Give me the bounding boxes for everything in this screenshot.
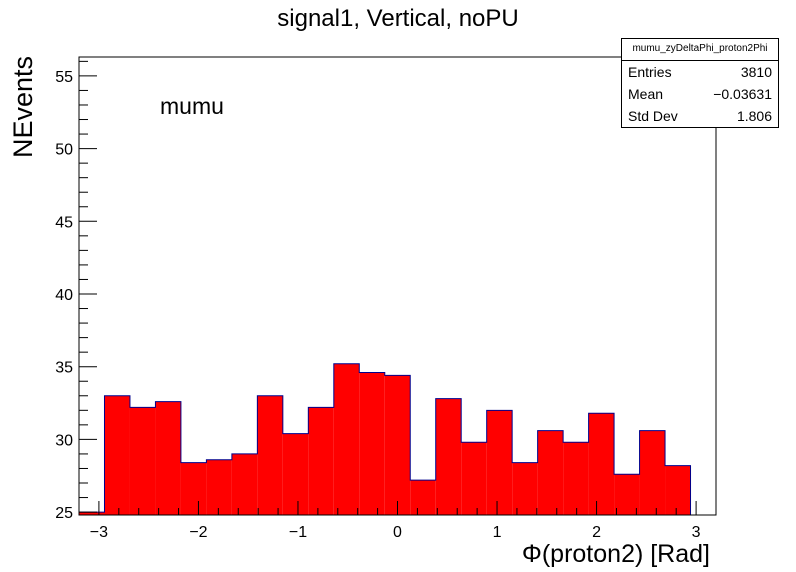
- histogram-bar: [614, 474, 640, 515]
- stats-histogram-name: mumu_zyDeltaPhi_proton2Phi: [622, 39, 778, 61]
- y-tick-label: 30: [55, 432, 73, 449]
- histogram-bar: [155, 401, 181, 515]
- histogram-bar: [231, 453, 258, 515]
- histogram-bar: [588, 413, 615, 515]
- histogram-bar: [512, 462, 538, 515]
- histogram-bar: [206, 459, 232, 515]
- histogram-bar: [359, 372, 385, 515]
- x-tick-label: −1: [289, 524, 307, 541]
- histogram-bar: [486, 410, 513, 515]
- y-tick-label: 25: [55, 505, 73, 522]
- chart-title: signal1, Vertical, noPU: [277, 5, 519, 32]
- histogram-bar: [308, 407, 334, 515]
- histogram-bar: [180, 462, 207, 515]
- y-tick-label: 45: [55, 214, 73, 231]
- histogram-bar: [104, 395, 130, 515]
- histogram-bar: [665, 465, 691, 515]
- histogram-outline: [78, 363, 716, 516]
- y-tick-label: 35: [55, 360, 73, 377]
- y-tick-label: 55: [55, 69, 73, 86]
- channel-annotation: mumu: [160, 93, 224, 119]
- histogram-bar: [563, 442, 589, 515]
- x-tick-label: −2: [189, 524, 207, 541]
- stats-stddev-label: Std Dev: [628, 108, 678, 124]
- histogram-bar: [537, 430, 564, 515]
- histogram-bar: [410, 480, 436, 515]
- histogram-bar: [79, 512, 105, 515]
- stats-mean-label: Mean: [628, 86, 664, 102]
- x-tick-label: 1: [493, 524, 502, 541]
- histogram-bar: [282, 433, 309, 515]
- histogram-bar: [461, 442, 487, 515]
- stats-entries-label: Entries: [628, 64, 672, 80]
- x-tick-label: 2: [592, 524, 601, 541]
- histogram-bars: [78, 363, 716, 516]
- stats-mean-row: Mean −0.03631: [622, 83, 778, 105]
- stats-entries-row: Entries 3810: [622, 61, 778, 83]
- stats-box: mumu_zyDeltaPhi_proton2Phi Entries 3810 …: [621, 38, 779, 128]
- histogram-bar: [639, 430, 666, 515]
- histogram-bar: [435, 398, 462, 515]
- x-tick-label: 0: [393, 524, 402, 541]
- y-tick-label: 50: [55, 142, 73, 159]
- stats-stddev-value: 1.806: [736, 108, 772, 124]
- x-tick-label: −3: [90, 524, 108, 541]
- histogram-bar: [333, 363, 360, 515]
- y-tick-label: 40: [55, 287, 73, 304]
- stats-entries-value: 3810: [740, 64, 772, 80]
- histogram-bar: [257, 395, 283, 515]
- x-axis: −3 −2 −1 0 1 2 3: [78, 501, 717, 541]
- stats-mean-value: −0.03631: [713, 86, 772, 102]
- y-axis: 25 30 35 40 45 50 55: [55, 60, 97, 522]
- x-tick-label: 3: [692, 524, 701, 541]
- stats-stddev-row: Std Dev 1.806: [622, 105, 778, 127]
- histogram-bar: [384, 375, 411, 515]
- y-axis-label: NEvents: [8, 55, 38, 158]
- histogram-bar: [129, 407, 156, 515]
- x-axis-label: Φ(proton2) [Rad]: [521, 540, 710, 568]
